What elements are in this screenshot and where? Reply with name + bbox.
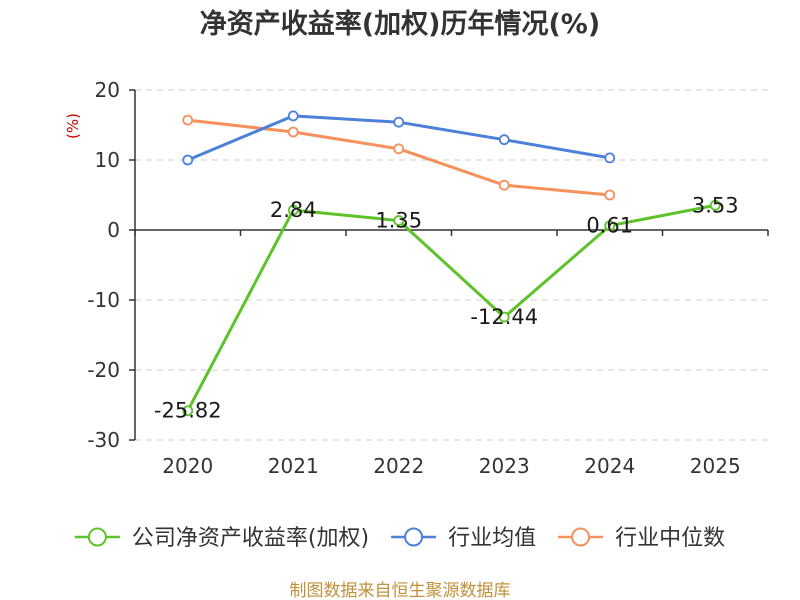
data-point-industry-median-2023 xyxy=(498,179,510,191)
data-label-company-roe-2023: -12.44 xyxy=(470,305,538,329)
data-point-industry-average-2022 xyxy=(393,116,405,128)
y-tick-label: -10 xyxy=(87,288,120,312)
x-tick-label-2023: 2023 xyxy=(479,454,530,478)
series-line-industry-median xyxy=(186,118,612,197)
series-lines xyxy=(182,110,721,417)
data-labels: -25.82 2.84 1.35 -12.44 0.61 3.53 xyxy=(154,193,739,422)
x-tick-label-2024: 2024 xyxy=(584,454,635,478)
x-tick-label-2021: 2021 xyxy=(268,454,319,478)
y-tick-label: 0 xyxy=(107,218,120,242)
data-point-company-roe-2022 xyxy=(393,215,405,226)
legend-item-industry-median[interactable]: 行业中位数 xyxy=(558,526,725,551)
data-point-company-roe-2020 xyxy=(182,405,194,417)
data-point-company-roe-2024 xyxy=(604,220,616,232)
series-line-company-roe xyxy=(186,203,717,413)
data-point-industry-median-2024 xyxy=(604,189,616,201)
legend: 公司净资产收益率(加权) 行业均值 行业中位数 xyxy=(74,526,725,551)
data-label-company-roe-2024: 0.61 xyxy=(586,214,633,238)
data-label-company-roe-2020: -25.82 xyxy=(154,399,222,423)
x-tick-label-2020: 2020 xyxy=(162,454,213,478)
y-tick-label: -20 xyxy=(87,358,120,382)
chart-title: 净资产收益率(加权)历年情况(%) xyxy=(200,8,600,40)
legend-marker xyxy=(571,527,591,547)
series-company-roe xyxy=(182,199,721,417)
data-point-company-roe-2023 xyxy=(498,311,510,323)
data-point-industry-average-2020 xyxy=(182,154,194,166)
y-axis-label: (%) xyxy=(64,113,82,139)
legend-marker xyxy=(87,527,107,547)
legend-label: 行业中位数 xyxy=(615,526,725,551)
data-point-company-roe-2021 xyxy=(287,204,299,216)
legend-label: 公司净资产收益率(加权) xyxy=(132,526,369,551)
legend-label: 行业均值 xyxy=(448,526,536,551)
series-industry-median xyxy=(182,114,616,201)
data-point-industry-average-2024 xyxy=(604,152,616,164)
data-point-industry-median-2020 xyxy=(182,114,194,126)
data-point-industry-average-2021 xyxy=(287,110,299,122)
legend-item-industry-average[interactable]: 行业均值 xyxy=(391,526,536,551)
data-point-industry-median-2021 xyxy=(287,126,299,138)
y-tick-label: 20 xyxy=(95,78,120,102)
data-point-industry-average-2023 xyxy=(498,134,510,146)
y-axis: 20 10 0 -10 -20 -30 xyxy=(87,78,136,452)
x-axis: 2020 2021 2022 2023 2024 2025 xyxy=(134,229,769,478)
data-point-company-roe-2025 xyxy=(709,199,721,211)
data-point-industry-median-2022 xyxy=(393,143,405,155)
data-label-company-roe-2022: 1.35 xyxy=(375,209,422,233)
x-tick-label-2022: 2022 xyxy=(373,454,424,478)
series-industry-average xyxy=(182,110,616,166)
source-note: 制图数据来自恒生聚源数据库 xyxy=(290,581,511,600)
y-tick-label: 10 xyxy=(95,148,120,172)
legend-marker xyxy=(404,527,424,547)
y-tick-label: -30 xyxy=(87,428,120,452)
legend-item-company-roe[interactable]: 公司净资产收益率(加权) xyxy=(74,526,369,551)
data-label-company-roe-2021: 2.84 xyxy=(270,198,317,222)
data-label-company-roe-2025: 3.53 xyxy=(692,193,739,217)
x-tick-label-2025: 2025 xyxy=(690,454,741,478)
